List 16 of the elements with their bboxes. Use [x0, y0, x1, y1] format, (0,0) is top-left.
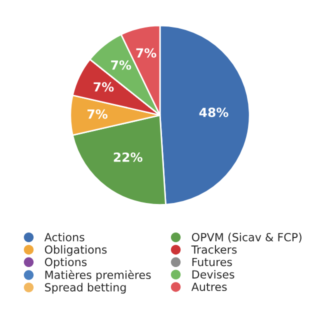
- data-label: 22%: [114, 152, 142, 162]
- legend-label: Obligations: [44, 245, 107, 256]
- data-label: 7%: [136, 48, 156, 58]
- legend-label: Devises: [192, 270, 234, 279]
- legend-label: Futures: [192, 258, 232, 266]
- legend-label: Options: [44, 258, 87, 268]
- data-label: 7%: [111, 60, 132, 70]
- legend-label: Spread betting: [45, 282, 126, 294]
- data-label: 7%: [94, 82, 114, 92]
- data-label: 7%: [88, 109, 108, 119]
- legend-label: OPVM (Sicav & FCP): [192, 232, 302, 243]
- legend-label: Actions: [44, 232, 84, 242]
- legend-label: Autres: [191, 282, 227, 292]
- legend-label: Trackers: [191, 245, 237, 254]
- legend-label: Matières premières: [45, 270, 151, 282]
- data-label: 48%: [199, 108, 228, 118]
